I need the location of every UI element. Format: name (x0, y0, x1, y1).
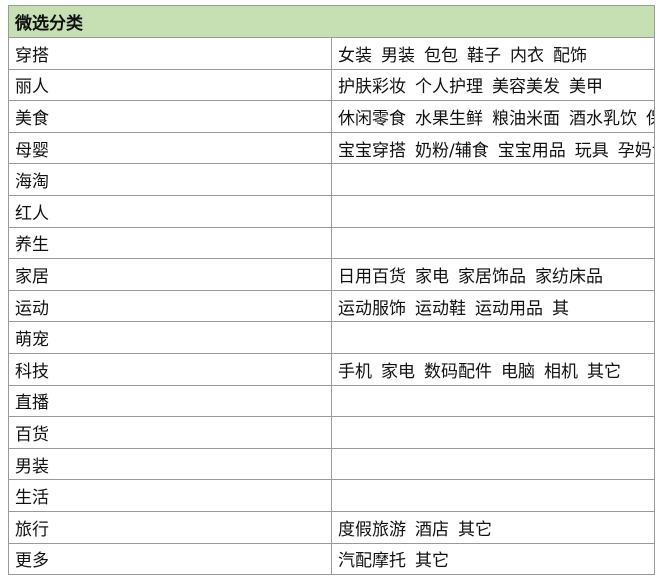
category: 母婴 (8, 131, 332, 165)
row: 运动 运动服饰 运动鞋 运动用品其 (8, 289, 655, 323)
category-table: 微选分类 穿搭 女装 男装 包包 鞋子 内衣 配饰 丽人 护肤彩妆 个人护理 美容美发 美甲 美食 休闲零… (8, 5, 655, 576)
items-cell: 汽配摩托 其它 (331, 542, 655, 576)
items-cell: 女装 男装 包包 鞋子 内衣 配饰 (331, 37, 655, 70)
item: 数码配件 (424, 361, 492, 382)
items-cell (331, 226, 655, 260)
item: 配饰 (553, 45, 587, 66)
category: 科技 (8, 352, 332, 386)
items-cell (331, 194, 655, 228)
items-cell (331, 479, 655, 512)
item: 家纺床品 (535, 266, 603, 287)
table-wrap: 微选分类 穿搭 女装 男装 包包 鞋子 内衣 配饰 丽人 护肤彩妆 个人护理 美容美发 美甲 美食 休闲零… (8, 5, 655, 576)
table-title: 微选分类 (8, 5, 655, 38)
item: 家居饰品 (458, 266, 526, 287)
item: 宝宝穿搭 (338, 140, 406, 161)
item: 酒店 (415, 519, 449, 540)
category: 直播 (8, 384, 332, 418)
row: 生活 (8, 479, 655, 512)
items-cell (331, 384, 655, 418)
row: 穿搭 女装 男装 包包 鞋子 内衣 配饰 (8, 37, 655, 70)
item: 女装 (338, 45, 372, 66)
item: 水果生鲜 (415, 108, 483, 129)
table-body: 微选分类 穿搭 女装 男装 包包 鞋子 内衣 配饰 丽人 护肤彩妆 个人护理 美容美发 美甲 美食 休闲零… (8, 5, 655, 576)
row: 男装 (8, 447, 655, 481)
item: 男装 (381, 45, 415, 66)
items-cell (331, 321, 655, 354)
items-cell (331, 447, 655, 481)
items-cell: 护肤彩妆 个人护理 美容美发 美甲 (331, 68, 655, 102)
items-cell: 手机 家电 数码配件 电脑 相机 其它 (331, 352, 655, 386)
item: 相机 (544, 361, 578, 382)
row: 美食休闲零食水果生鲜粮油米面酒水乳饮保健品茶其它 (8, 100, 655, 133)
item: 家电 (415, 266, 449, 287)
items-cell (331, 416, 655, 449)
item: 包包 (424, 45, 458, 66)
category: 红人 (8, 194, 332, 228)
item: 其它 (415, 551, 449, 572)
category: 穿搭 (8, 37, 332, 70)
item: 运动服饰 (338, 298, 406, 319)
items-cell (331, 163, 655, 196)
category: 旅行 (8, 510, 332, 544)
item: 运动用品 (475, 298, 543, 319)
row: 红人 (8, 194, 655, 228)
item: 休闲零食 (338, 108, 406, 129)
row: 海淘 (8, 163, 655, 196)
items-cell: 日用百货 家电 家居饰品 家纺床品 (331, 258, 655, 291)
category: 更多 (8, 542, 332, 576)
item: 粮油米面 (492, 108, 560, 129)
row: 家居 日用百货 家电 家居饰品 家纺床品 (8, 258, 655, 291)
category: 生活 (8, 479, 332, 512)
category: 百货 (8, 416, 332, 449)
item: 家电 (381, 361, 415, 382)
item: 美甲 (569, 77, 603, 98)
item: 玩具 (574, 140, 609, 161)
item: 运动鞋 (415, 298, 466, 319)
item: 鞋子 (467, 45, 501, 66)
item: 美容美发 (492, 77, 560, 98)
row: 养生 (8, 226, 655, 260)
row: 更多 汽配摩托 其它 (8, 542, 655, 576)
item: 酒水乳饮 (569, 108, 637, 129)
row: 丽人 护肤彩妆 个人护理 美容美发 美甲 (8, 68, 655, 102)
category: 男装 (8, 447, 332, 481)
row: 科技 手机 家电 数码配件 电脑 相机 其它 (8, 352, 655, 386)
item: 护肤彩妆 (338, 77, 406, 98)
item: 其 (552, 298, 569, 319)
category: 丽人 (8, 68, 332, 102)
item: 孕妈专区 (617, 140, 654, 161)
row: 直播 (8, 384, 655, 418)
category: 家居 (8, 258, 332, 291)
row: 百货 (8, 416, 655, 449)
items-cell: 运动服饰 运动鞋 运动用品其 (331, 289, 655, 323)
item: 个人护理 (415, 77, 483, 98)
category: 运动 (8, 289, 332, 323)
item: 其它 (587, 361, 621, 382)
item: 内衣 (510, 45, 544, 66)
item: 手机 (338, 361, 372, 382)
category: 美食 (8, 100, 332, 133)
item: 宝宝用品 (497, 140, 566, 161)
item: 汽配摩托 (338, 551, 406, 572)
row: 萌宠 (8, 321, 655, 354)
item: 度假旅游 (338, 519, 406, 540)
item: 保健品 (646, 109, 654, 129)
row: 旅行 度假旅游 酒店 其它 (8, 510, 655, 544)
items-cell: 度假旅游 酒店 其它 (331, 510, 655, 544)
item: 日用百货 (338, 266, 406, 287)
category: 海淘 (8, 163, 332, 196)
item: 奶粉/辅食 (415, 140, 489, 161)
category: 萌宠 (8, 321, 332, 354)
item: 电脑 (501, 361, 535, 382)
items-cell: 休闲零食水果生鲜粮油米面酒水乳饮保健品茶其它 (331, 100, 655, 133)
header-row: 微选分类 (8, 5, 655, 38)
category: 养生 (8, 226, 332, 260)
item: 其它 (458, 519, 492, 540)
